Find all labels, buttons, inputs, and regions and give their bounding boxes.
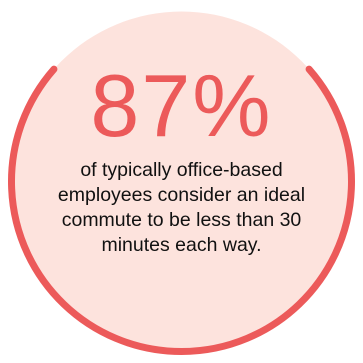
stat-caption: of typically office-based employees cons… bbox=[57, 159, 306, 256]
stat-value: 87% bbox=[90, 56, 273, 155]
stat-content: 87% of typically office-based employees … bbox=[40, 62, 323, 258]
stat-circle-arc bbox=[8, 65, 355, 356]
stat-circle-fill bbox=[11, 11, 352, 352]
